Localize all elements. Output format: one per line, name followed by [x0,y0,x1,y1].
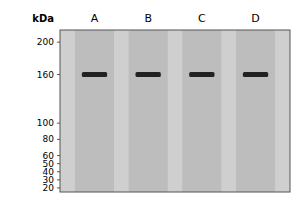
lane-label: D [251,12,259,25]
y-tick-label: 200 [37,37,54,47]
lane-label: C [198,12,206,25]
chart: 200160100806050403020kDaABCD [0,0,300,200]
band [243,72,268,77]
y-tick-label: 100 [37,118,54,128]
lane-label: B [144,12,152,25]
y-tick [57,42,60,43]
y-tick [57,179,60,180]
lane-label: A [91,12,99,25]
y-tick-label: 80 [43,134,55,144]
y-tick-label: 160 [37,70,54,80]
y-tick [57,187,60,188]
chart-container: 200160100806050403020kDaABCD [0,0,300,200]
y-axis-label: kDa [32,13,54,24]
lane-streak [236,30,275,192]
lane-streak [182,30,221,192]
y-tick [57,139,60,140]
y-tick-label: 20 [43,183,55,193]
y-tick [57,171,60,172]
band [189,72,214,77]
lane-streak [75,30,114,192]
band [82,72,107,77]
y-tick [57,123,60,124]
y-tick [57,74,60,75]
gel-background [60,30,290,192]
band [136,72,161,77]
y-tick [57,155,60,156]
lane-streak [129,30,168,192]
y-tick [57,163,60,164]
gel-border [60,30,290,192]
plot-area [75,30,275,192]
